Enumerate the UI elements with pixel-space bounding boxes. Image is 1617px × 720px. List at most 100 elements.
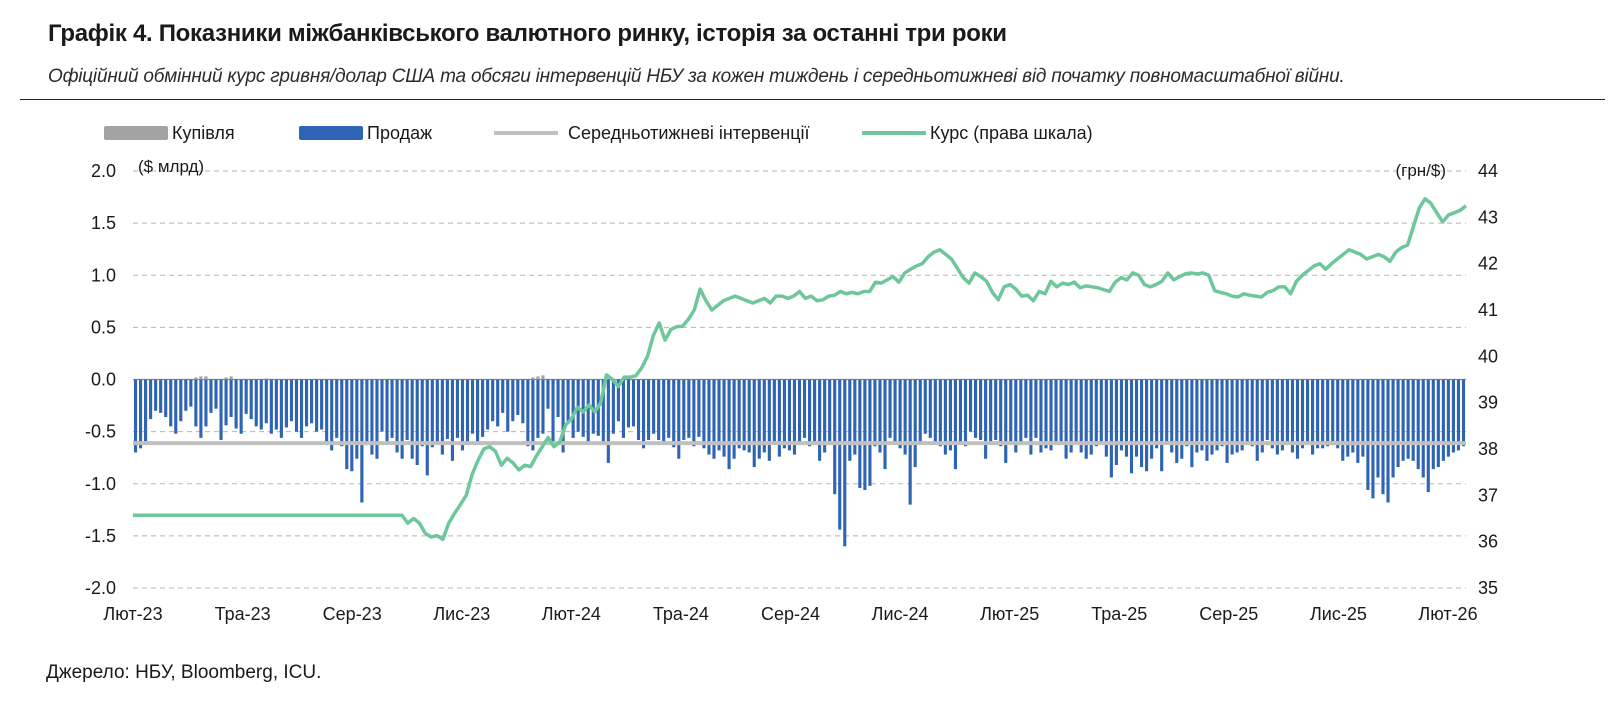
left-tick-label: -1.5 xyxy=(85,526,116,546)
sales-bar xyxy=(1124,379,1129,457)
sales-bar xyxy=(1245,379,1249,443)
rate-line xyxy=(133,197,1468,542)
sales-bar xyxy=(546,379,550,409)
sales-bar xyxy=(1421,379,1425,478)
sales-bar xyxy=(541,379,545,434)
sales-bar xyxy=(712,379,716,459)
right-tick-label: 43 xyxy=(1478,207,1498,227)
sales-bar xyxy=(330,379,334,451)
x-tick-label: Лют-24 xyxy=(542,604,601,624)
sales-bar xyxy=(657,379,661,440)
purchase-bar xyxy=(224,377,228,380)
sales-bar xyxy=(1185,379,1189,447)
legend-item-purchases: Купівля xyxy=(104,116,235,150)
sales-bar xyxy=(1129,379,1134,474)
x-tick-label: Тра-24 xyxy=(653,604,709,624)
sales-bar xyxy=(883,379,887,470)
sales-bar xyxy=(858,379,862,488)
sales-bar xyxy=(1180,379,1184,459)
sales-bar xyxy=(1255,379,1259,461)
sales-bar xyxy=(868,379,872,486)
sales-bar xyxy=(968,379,973,432)
sales-bar xyxy=(732,379,736,459)
sales-bar xyxy=(1275,379,1279,455)
sales-bar xyxy=(873,379,877,447)
sales-bar xyxy=(506,379,510,432)
purchase-bar xyxy=(194,377,198,380)
sales-bar xyxy=(144,379,148,443)
sales-bar xyxy=(1341,379,1345,461)
sales-bar xyxy=(189,379,193,407)
sales-bar xyxy=(1371,379,1375,499)
sales-bar xyxy=(470,379,475,434)
x-tick-label: Лис-23 xyxy=(433,604,490,624)
sales-bar xyxy=(380,379,384,432)
sales-bar xyxy=(1396,379,1400,468)
sales-bar xyxy=(1386,379,1390,503)
sales-bar xyxy=(315,379,319,432)
sales-bar xyxy=(1034,379,1038,438)
sales-bar xyxy=(259,379,263,430)
left-tick-label: 1.0 xyxy=(91,265,116,285)
sales-bar xyxy=(777,379,781,457)
sales-bar xyxy=(1155,379,1159,449)
sales-bar xyxy=(1411,379,1415,461)
sales-bar xyxy=(219,379,223,440)
sales-bar xyxy=(284,379,288,428)
x-tick-label: Сер-24 xyxy=(761,604,820,624)
sales-bar xyxy=(1104,379,1108,457)
sales-bar xyxy=(833,379,837,495)
legend-label-purchases: Купівля xyxy=(172,122,235,143)
sales-bar xyxy=(325,379,329,445)
sales-bar xyxy=(1311,379,1315,455)
sales-bar xyxy=(1049,379,1053,451)
sales-bar xyxy=(1441,379,1445,461)
sales-bar xyxy=(1195,379,1199,453)
sales-bar xyxy=(999,379,1003,447)
sales-bar xyxy=(1150,379,1154,459)
sales-bar xyxy=(591,379,595,434)
sales-bar xyxy=(1205,379,1209,461)
sales-bar xyxy=(616,379,620,422)
sales-bar xyxy=(1165,379,1169,445)
sales-bar xyxy=(994,379,998,440)
sales-bar xyxy=(390,379,394,438)
sales-bar xyxy=(652,379,656,434)
axes: 2.0 1.5 1.0 0.5 0.0 -0.5 -1.0 -1.5 -2.0 44 43 42 41 4… xyxy=(85,157,1498,624)
sales-bar xyxy=(1295,379,1300,459)
sales-bar xyxy=(320,379,324,430)
sales-bar xyxy=(496,379,500,427)
sales-bar xyxy=(1351,379,1355,453)
sales-bar xyxy=(1326,379,1330,447)
sales-bar xyxy=(294,379,299,432)
sales-bar xyxy=(984,379,988,459)
legend-label-sales: Продаж xyxy=(367,122,433,143)
sales-bar xyxy=(1290,379,1295,453)
right-tick-label: 37 xyxy=(1478,485,1498,505)
sales-bar xyxy=(1069,379,1073,453)
sales-bar xyxy=(642,379,646,449)
sales-bar xyxy=(133,379,138,453)
sales-bar xyxy=(1200,379,1204,451)
left-tick-label: 1.5 xyxy=(91,213,116,233)
sales-bar xyxy=(772,379,776,445)
sales-bar xyxy=(440,379,444,455)
sales-bar xyxy=(531,379,535,451)
sales-bar xyxy=(1089,379,1093,455)
sales-bar xyxy=(430,379,434,448)
sales-bar xyxy=(159,379,163,413)
sales-bar xyxy=(808,379,812,447)
sales-bar xyxy=(878,379,882,453)
legend-swatch-purchases xyxy=(104,126,168,140)
sales-bar xyxy=(888,379,892,438)
x-tick-label: Сер-25 xyxy=(1199,604,1258,624)
sales-bar xyxy=(229,379,233,418)
sales-bar xyxy=(355,379,359,459)
right-axis-unit: (грн/$) xyxy=(1395,161,1446,180)
sales-bar xyxy=(410,379,414,459)
purchase-bar xyxy=(229,376,233,380)
sales-bar xyxy=(234,379,238,429)
sales-bar xyxy=(264,379,268,424)
source-note: Джерело: НБУ, Bloomberg, ICU. xyxy=(46,662,322,683)
